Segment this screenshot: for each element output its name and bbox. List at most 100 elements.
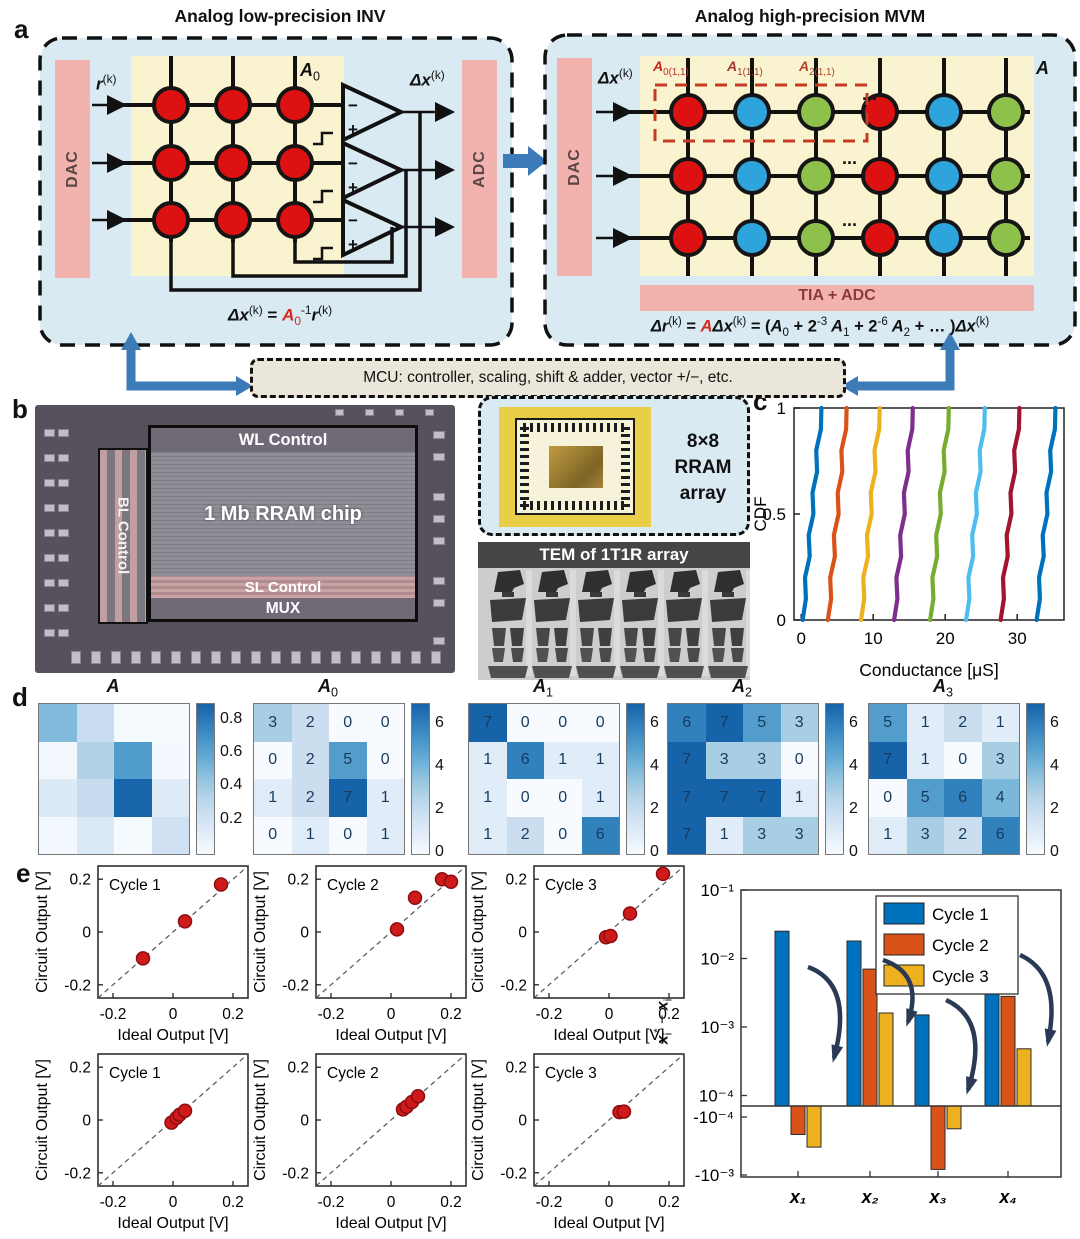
heatmap-cell bbox=[76, 816, 114, 854]
scatter-e3: -0.2 -0.2 0 0 0.2 0.2 Cycle 3 Ideal Output [V] C… bbox=[470, 865, 685, 1044]
svg-text:Ideal Output [V]: Ideal Output [V] bbox=[335, 1027, 446, 1044]
panel-a-label: a bbox=[14, 14, 29, 44]
slice-a2-label: A2(1,1) bbox=[799, 58, 835, 78]
package-die bbox=[549, 446, 603, 488]
svg-text:+: + bbox=[348, 178, 358, 197]
heatmap-cell: 1 bbox=[906, 704, 944, 742]
heatmap-cell: 1 bbox=[469, 816, 507, 854]
bond-pad bbox=[111, 651, 121, 664]
bond-pad bbox=[44, 554, 55, 562]
colorbar bbox=[196, 703, 215, 855]
heatmap-cell: 2 bbox=[291, 779, 329, 817]
heatmap-cell: 1 bbox=[366, 816, 404, 854]
dac-left-label: DAC bbox=[63, 150, 81, 188]
svg-text:0.2: 0.2 bbox=[222, 1194, 244, 1211]
bond-pad bbox=[433, 599, 445, 607]
bond-pad bbox=[58, 604, 69, 612]
colorbar bbox=[1026, 703, 1045, 855]
svg-text:0: 0 bbox=[169, 1006, 178, 1023]
svg-text:20: 20 bbox=[936, 629, 955, 648]
heatmap-cell: 3 bbox=[780, 816, 818, 854]
svg-text:0: 0 bbox=[518, 1113, 527, 1130]
svg-text:Cycle 2: Cycle 2 bbox=[327, 877, 379, 894]
heatmap-cell: 1 bbox=[981, 704, 1019, 742]
svg-text:-0.2: -0.2 bbox=[100, 1006, 127, 1023]
bond-pad bbox=[44, 429, 55, 437]
svg-text:Cycle 2: Cycle 2 bbox=[327, 1065, 379, 1082]
heatmap-cell: 5 bbox=[329, 741, 367, 779]
svg-text:Conductance [μS]: Conductance [μS] bbox=[859, 660, 998, 680]
bond-pad bbox=[44, 454, 55, 462]
mvm-formula: Δr(k) = AΔx(k) = (A0 + 2-3 A1 + 2-6 A2 +… bbox=[650, 316, 990, 339]
bond-pad bbox=[433, 431, 445, 439]
svg-text:0.2: 0.2 bbox=[505, 872, 527, 889]
heatmap-title: A1 bbox=[532, 676, 553, 700]
bond-pad bbox=[231, 651, 241, 664]
heatmap-cell: 4 bbox=[981, 779, 1019, 817]
ellipsis-row3: ... bbox=[842, 210, 858, 230]
bond-pad bbox=[433, 577, 445, 585]
svg-text:-0.2: -0.2 bbox=[282, 1165, 309, 1182]
colorbar-tick: 0.4 bbox=[220, 776, 243, 794]
svg-text:-0.2: -0.2 bbox=[318, 1006, 345, 1023]
heatmap-cell: 7 bbox=[469, 704, 507, 742]
heatmap-cell: 0 bbox=[544, 779, 582, 817]
svg-text:Cycle 3: Cycle 3 bbox=[932, 967, 989, 986]
colorbar-tick: 0 bbox=[849, 843, 858, 860]
colorbar-tick: 2 bbox=[650, 800, 659, 818]
heatmap-cell: 1 bbox=[869, 816, 907, 854]
heatmap-grid bbox=[38, 703, 190, 855]
svg-text:10⁻³: 10⁻³ bbox=[700, 1018, 734, 1037]
svg-text:0.2: 0.2 bbox=[69, 1060, 91, 1077]
heatmap-cell: 1 bbox=[291, 816, 329, 854]
rram-cells-left bbox=[152, 86, 314, 239]
svg-text:0: 0 bbox=[300, 925, 309, 942]
colorbar-tick: 0 bbox=[435, 843, 444, 860]
svg-text:0.2: 0.2 bbox=[658, 1194, 680, 1211]
svg-text:0: 0 bbox=[518, 925, 527, 942]
matrix-a-label: A bbox=[1036, 58, 1049, 78]
bond-pad bbox=[44, 479, 55, 487]
panel-a-left-title: Analog low-precision INV bbox=[174, 6, 386, 26]
rram-macro-block: WL Control 1 Mb RRAM chip SL Control MUX bbox=[148, 425, 418, 622]
heatmap-cell: 7 bbox=[668, 816, 706, 854]
heatmap-cell: 5 bbox=[743, 704, 781, 742]
svg-text:10⁻²: 10⁻² bbox=[700, 950, 734, 969]
heatmap-title: A0 bbox=[317, 676, 338, 700]
feedback-loops bbox=[169, 112, 422, 292]
output-dx-label: Δx(k) bbox=[410, 68, 445, 90]
svg-text:1: 1 bbox=[777, 399, 786, 418]
heatmap-A0: A0 3 2 0 0 0 2 5 0 1 2 7 1 0 1 0 1 6 4 2 0 bbox=[253, 676, 468, 864]
panel-e-label: e bbox=[16, 858, 31, 888]
svg-text:30: 30 bbox=[1008, 629, 1027, 648]
svg-text:x₄: x₄ bbox=[998, 1187, 1016, 1207]
colorbar-tick: 0.2 bbox=[220, 809, 243, 827]
inv-formula: Δx(k) = A0-1r(k) bbox=[227, 303, 333, 329]
heatmap-cell: 1 bbox=[469, 741, 507, 779]
svg-text:Circuit Output [V]: Circuit Output [V] bbox=[252, 1059, 269, 1181]
heatmap-cell: 5 bbox=[906, 779, 944, 817]
colorbar-tick: 4 bbox=[849, 757, 858, 775]
svg-text:Ideal Output [V]: Ideal Output [V] bbox=[553, 1215, 664, 1232]
svg-text:-0.2: -0.2 bbox=[282, 977, 309, 994]
svg-text:Cycle 1: Cycle 1 bbox=[932, 905, 989, 924]
bond-pad bbox=[58, 504, 69, 512]
svg-text:-10⁻⁴: -10⁻⁴ bbox=[693, 1108, 734, 1127]
heatmap-cell: 1 bbox=[906, 741, 944, 779]
svg-text:Circuit Output [V]: Circuit Output [V] bbox=[252, 871, 269, 993]
heatmap-cell: 0 bbox=[366, 741, 404, 779]
dac-right-block bbox=[557, 58, 592, 276]
heatmap-cell: 7 bbox=[668, 779, 706, 817]
heatmap-cell: 3 bbox=[254, 704, 292, 742]
chip-micrograph: BL Control WL Control 1 Mb RRAM chip SL … bbox=[35, 405, 455, 673]
bond-pad bbox=[251, 651, 261, 664]
bond-pad bbox=[291, 651, 301, 664]
svg-text:-0.2: -0.2 bbox=[100, 1194, 127, 1211]
cdf-chart: 1 0.5 00 10 20 30 CDF Conductance [μS] bbox=[752, 399, 1065, 680]
heatmap-title: A2 bbox=[731, 676, 752, 700]
bond-pad bbox=[211, 651, 221, 664]
heatmap-cell: 3 bbox=[743, 816, 781, 854]
heatmap-cell: 0 bbox=[506, 704, 544, 742]
mcu-label: MCU: controller, scaling, shift & adder,… bbox=[363, 369, 733, 386]
bond-pad bbox=[91, 651, 101, 664]
